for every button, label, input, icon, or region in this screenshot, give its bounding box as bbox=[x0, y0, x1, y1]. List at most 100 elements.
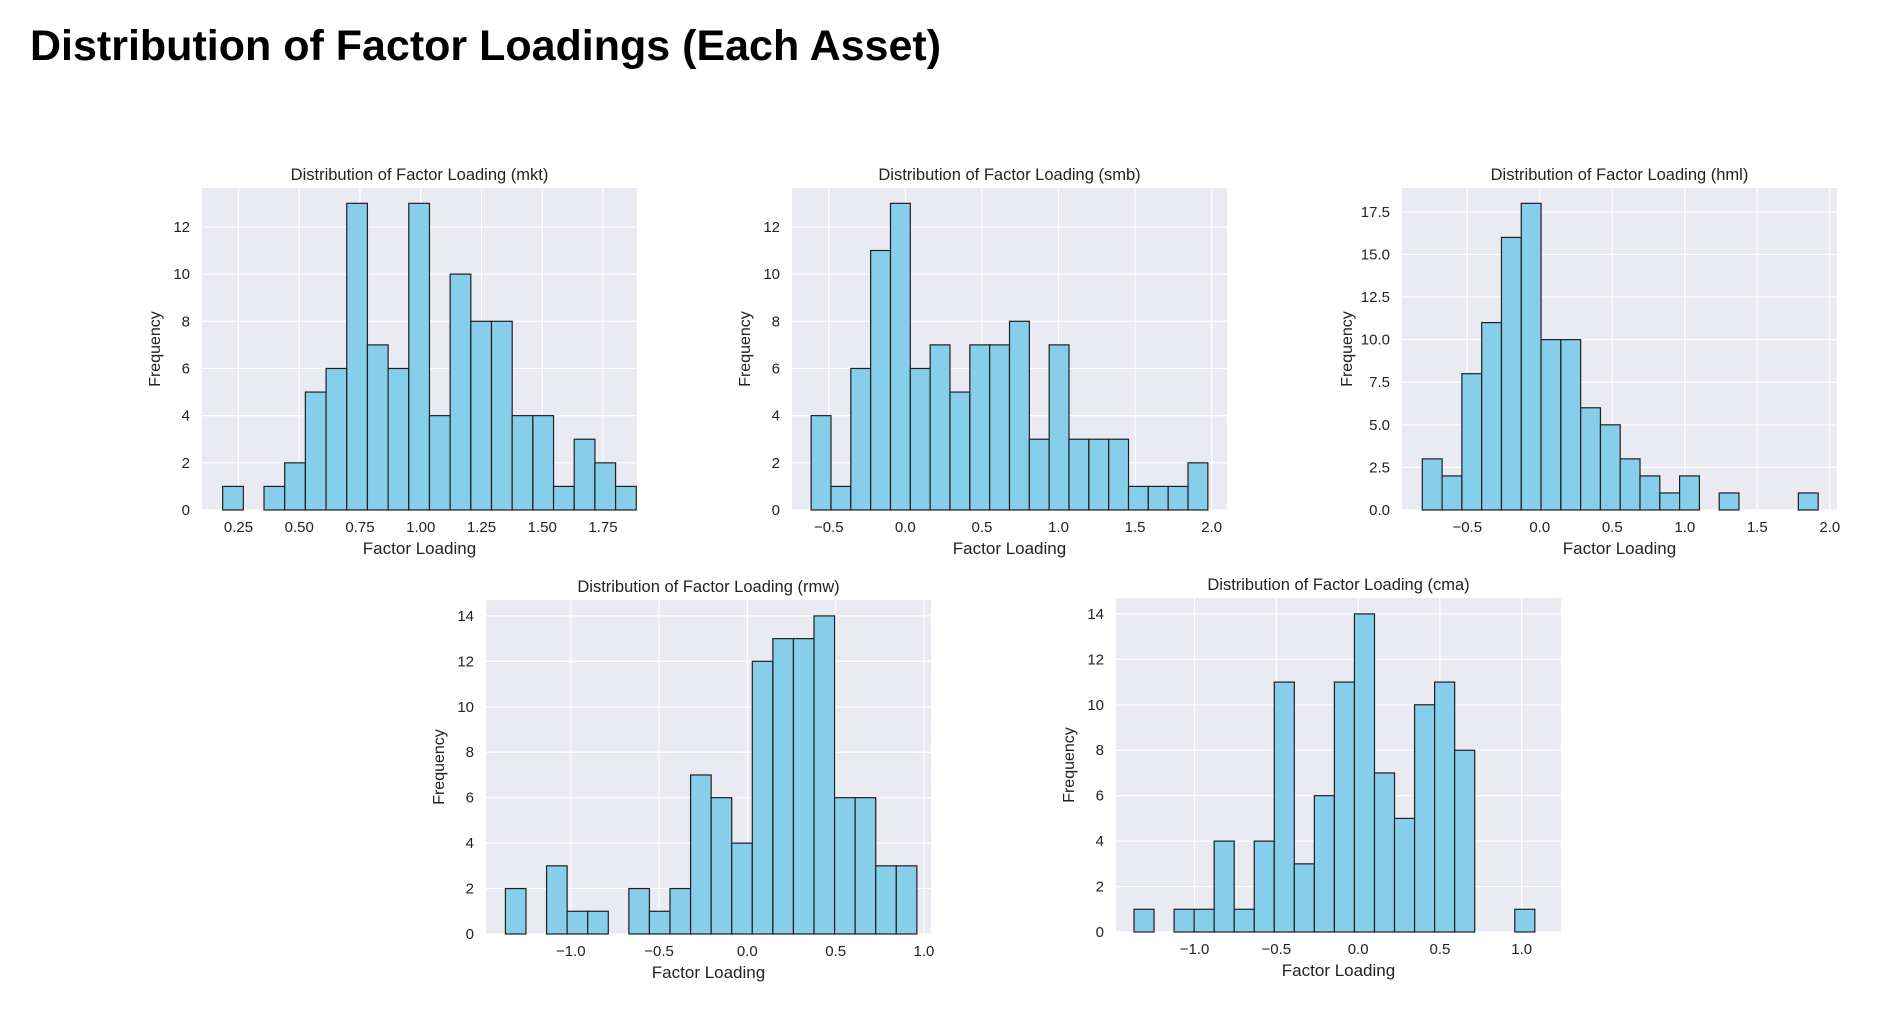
histogram-bar bbox=[1599, 424, 1621, 511]
histogram-bar bbox=[1233, 908, 1255, 933]
x-axis-label: Factor Loading bbox=[953, 539, 1066, 558]
y-tick-label: 5.0 bbox=[1369, 417, 1390, 434]
x-tick-label: 1.0 bbox=[914, 943, 935, 960]
histogram-bar bbox=[830, 485, 852, 511]
histogram-rmw-svg: −1.0 −0.5 0.0 0.5 1.0 0 2 4 6 8 10 12 14 Distribution… bbox=[431, 578, 935, 982]
x-tick-label: 0.0 bbox=[1348, 941, 1369, 958]
histogram-bar bbox=[1520, 202, 1542, 511]
histogram-bar bbox=[470, 320, 493, 511]
histogram-bar bbox=[1193, 908, 1215, 933]
y-tick-label: 10.0 bbox=[1361, 332, 1390, 349]
histogram-bar bbox=[1088, 438, 1110, 511]
histogram-bar bbox=[552, 485, 575, 511]
y-tick-label: 2 bbox=[1096, 879, 1104, 896]
histogram-bar bbox=[909, 367, 931, 511]
histogram-bar bbox=[387, 367, 410, 511]
histogram-bar bbox=[263, 485, 286, 511]
x-tick-label: −1.0 bbox=[1180, 941, 1210, 958]
y-tick-label: 6 bbox=[466, 790, 474, 807]
histogram-bar bbox=[614, 485, 637, 511]
x-axis-label: Factor Loading bbox=[652, 963, 765, 982]
y-tick-label: 2 bbox=[466, 881, 474, 898]
histogram-bar bbox=[854, 797, 877, 935]
chart-title: Distribution of Factor Loading (hml) bbox=[1491, 166, 1749, 184]
histogram-smb: −0.5 0.0 0.5 1.0 1.5 2.0 0 2 4 6 8 10 12 Distribution… bbox=[730, 158, 1227, 568]
histogram-bar bbox=[1421, 458, 1443, 511]
y-tick-label: 4 bbox=[772, 408, 780, 425]
histogram-smb-svg: −0.5 0.0 0.5 1.0 1.5 2.0 0 2 4 6 8 10 12 Distribution… bbox=[737, 166, 1227, 558]
x-tick-label: −1.0 bbox=[556, 943, 586, 960]
histogram-bar bbox=[1393, 817, 1416, 933]
y-tick-label: 8 bbox=[1096, 742, 1104, 759]
y-tick-label: 10 bbox=[457, 699, 474, 716]
x-tick-label: 0.25 bbox=[224, 519, 253, 536]
y-tick-label: 12 bbox=[457, 653, 474, 670]
histogram-bar bbox=[511, 415, 534, 511]
chart-title: Distribution of Factor Loading (rmw) bbox=[577, 578, 839, 596]
histogram-bar bbox=[1481, 321, 1503, 511]
y-tick-label: 10 bbox=[1087, 697, 1104, 714]
x-tick-label: −0.5 bbox=[814, 519, 844, 536]
histogram-bar bbox=[490, 320, 513, 511]
histogram-cma: −1.0 −0.5 0.0 0.5 1.0 0 2 4 6 8 10 12 14 Distribution… bbox=[1050, 568, 1590, 988]
histogram-bar bbox=[1514, 908, 1536, 933]
x-axis-label: Factor Loading bbox=[1282, 961, 1395, 980]
histogram-hml: −0.5 0.0 0.5 1.0 1.5 2.0 0.0 2.5 5.0 7.5 10.0 12.5 1… bbox=[1320, 158, 1840, 568]
histogram-bar bbox=[1213, 840, 1235, 933]
histogram-bar bbox=[545, 865, 568, 935]
histogram-bar bbox=[325, 367, 348, 511]
y-tick-label: 14 bbox=[1087, 606, 1104, 623]
y-tick-label: 4 bbox=[466, 835, 474, 852]
histogram-bar bbox=[1293, 863, 1315, 933]
x-tick-label: 0.5 bbox=[1602, 519, 1623, 536]
x-tick-label: 0.5 bbox=[825, 943, 846, 960]
histogram-bar bbox=[989, 344, 1011, 511]
histogram-bar bbox=[689, 774, 712, 935]
histogram-bar bbox=[1454, 749, 1476, 933]
y-tick-label: 12 bbox=[1087, 651, 1104, 668]
y-tick-label: 7.5 bbox=[1369, 374, 1390, 391]
histogram-bar bbox=[1313, 795, 1336, 933]
y-tick-label: 2 bbox=[182, 455, 190, 472]
histogram-bar bbox=[810, 415, 832, 511]
histogram-bar bbox=[1718, 492, 1740, 511]
x-tick-label: −0.5 bbox=[644, 943, 674, 960]
histogram-bar bbox=[833, 797, 856, 935]
histogram-bar bbox=[875, 865, 897, 935]
x-tick-label: 1.25 bbox=[467, 519, 496, 536]
histogram-bar bbox=[1639, 475, 1661, 511]
histogram-bar bbox=[1333, 681, 1356, 933]
histogram-bar bbox=[929, 344, 951, 511]
histogram-bar bbox=[346, 202, 369, 511]
histogram-bar bbox=[895, 865, 918, 935]
y-tick-label: 0 bbox=[182, 502, 190, 519]
histogram-bar bbox=[792, 638, 815, 935]
x-axis-label: Factor Loading bbox=[1563, 539, 1676, 558]
x-tick-label: 0.5 bbox=[971, 519, 992, 536]
histogram-bar bbox=[1147, 485, 1169, 511]
histogram-bar bbox=[222, 485, 244, 511]
histogram-bar bbox=[628, 887, 651, 935]
y-tick-label: 0 bbox=[1096, 924, 1104, 941]
histogram-bar bbox=[850, 367, 872, 511]
histogram-mkt: 0.25 0.50 0.75 1.00 1.25 1.50 1.75 0 2 4 6 8 10 12 Dis… bbox=[140, 158, 637, 568]
histogram-bar bbox=[1133, 908, 1155, 933]
histogram-bar bbox=[304, 391, 327, 511]
histogram-bar bbox=[1048, 344, 1070, 511]
histogram-bar bbox=[587, 910, 609, 935]
y-tick-label: 2.5 bbox=[1369, 459, 1390, 476]
y-tick-label: 4 bbox=[1096, 833, 1104, 850]
y-tick-label: 14 bbox=[457, 608, 474, 625]
x-tick-label: 0.75 bbox=[345, 519, 374, 536]
histogram-bar bbox=[1108, 438, 1130, 511]
histogram-cma-svg: −1.0 −0.5 0.0 0.5 1.0 0 2 4 6 8 10 12 14 Distribution… bbox=[1061, 576, 1561, 980]
y-axis-label: Frequency bbox=[1339, 311, 1356, 387]
histogram-bar bbox=[573, 438, 596, 511]
x-tick-label: 0.0 bbox=[1529, 519, 1550, 536]
x-tick-label: 0.0 bbox=[737, 943, 758, 960]
y-tick-label: 10 bbox=[173, 266, 190, 283]
histogram-bar bbox=[532, 415, 555, 511]
x-tick-label: 1.0 bbox=[1674, 519, 1695, 536]
y-tick-label: 2 bbox=[772, 455, 780, 472]
histogram-bar bbox=[366, 344, 389, 511]
